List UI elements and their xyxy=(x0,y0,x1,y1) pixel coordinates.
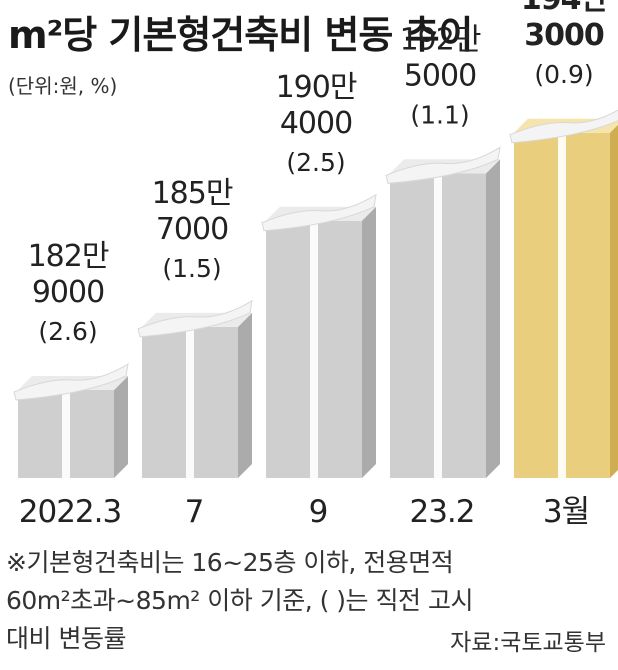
change-label-0: (2.6) xyxy=(38,317,97,346)
value-label-line1-3: 192만 xyxy=(400,22,481,57)
category-label-1: 7 xyxy=(185,494,204,530)
footnote-line-3: 대비 변동률 xyxy=(6,624,126,653)
category-label-0: 2022.3 xyxy=(19,494,121,530)
unit-label: (단위:원, %) xyxy=(8,74,118,98)
paper-sheet-3 xyxy=(385,146,501,184)
bar-strip-2 xyxy=(310,220,318,478)
value-label-line2-3: 5000 xyxy=(404,58,476,93)
value-label-line2-4: 3000 xyxy=(524,18,604,53)
bar-strip-0 xyxy=(62,390,70,478)
bar-strip-1 xyxy=(186,326,194,478)
value-label-line1-2: 190만 xyxy=(276,70,357,105)
change-label-2: (2.5) xyxy=(286,148,345,177)
bar-side-3 xyxy=(486,159,500,478)
paper-sheet-1 xyxy=(137,299,253,338)
category-label-3: 23.2 xyxy=(409,494,474,530)
bar-side-2 xyxy=(362,206,376,478)
footnote-line-2: 60m²초과~85m² 이하 기준, ( )는 직전 고시 xyxy=(6,586,473,615)
value-label-line2-2: 4000 xyxy=(280,106,352,141)
paper-sheet-2 xyxy=(261,193,377,232)
paper-sheet-4 xyxy=(509,109,618,144)
value-label-line2-1: 7000 xyxy=(156,212,228,247)
change-label-1: (1.5) xyxy=(162,254,221,283)
source-label: 자료:국토교통부 xyxy=(450,630,606,656)
bar-strip-3 xyxy=(434,173,442,478)
footnote: ※기본형건축비는 16~25층 이하, 전용면적 60m²초과~85m² 이하 … xyxy=(6,544,606,658)
bar-side-1 xyxy=(238,312,252,478)
value-label-line1-4: 194만 xyxy=(521,0,609,17)
category-label-2: 9 xyxy=(309,494,328,530)
bar-side-0 xyxy=(114,376,128,478)
change-label-3: (1.1) xyxy=(410,100,469,129)
change-label-4: (0.9) xyxy=(534,60,593,89)
paper-sheet-0 xyxy=(13,363,129,401)
bar-side-4 xyxy=(610,124,618,478)
value-label-line1-0: 182만 xyxy=(28,239,109,274)
bar-strip-4 xyxy=(558,132,566,478)
value-label-line1-1: 185만 xyxy=(152,176,233,211)
footnote-line-1: ※기본형건축비는 16~25층 이하, 전용면적 xyxy=(6,548,454,577)
value-label-line2-0: 9000 xyxy=(32,275,104,310)
chart-title: m²당 기본형건축비 변동 추이 xyxy=(8,13,473,57)
category-label-4: 3월 xyxy=(543,494,589,530)
